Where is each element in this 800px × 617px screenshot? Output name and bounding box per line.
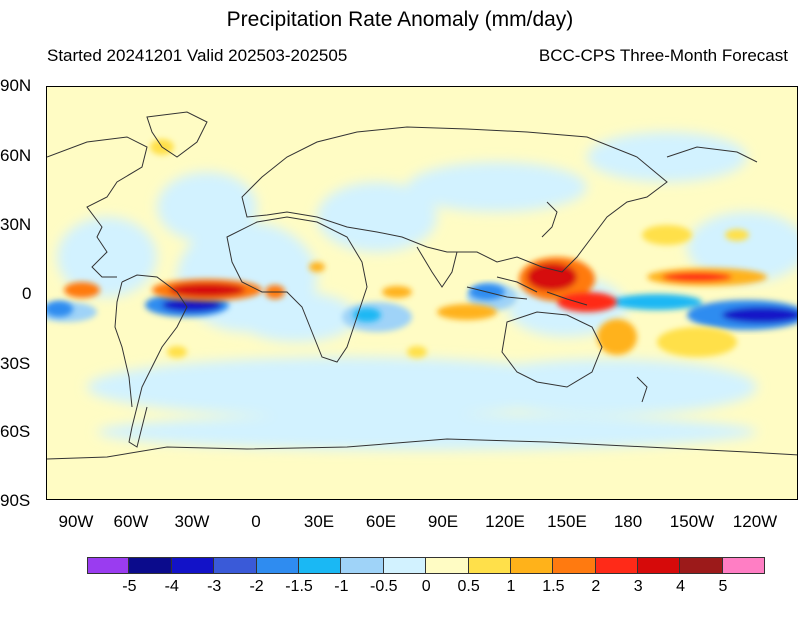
subtitle-left: Started 20241201 Valid 202503-202505 <box>47 46 348 65</box>
colorbar-box <box>595 557 639 574</box>
colorbar-label: -1.5 <box>285 578 313 595</box>
colorbar-box <box>510 557 554 574</box>
lat-label: 0 <box>22 284 32 303</box>
colorbar-box <box>129 557 172 574</box>
chart-title: Precipitation Rate Anomaly (mm/day) <box>226 8 574 31</box>
lon-label: 60E <box>365 512 397 531</box>
colorbar-box <box>298 557 342 574</box>
colorbar-label: 5 <box>718 578 728 595</box>
map-panel <box>46 86 798 500</box>
colorbar-label: 1.5 <box>542 578 565 595</box>
colorbar-label: 2 <box>591 578 601 595</box>
lon-label: 90W <box>58 512 94 531</box>
lat-label: 90S <box>0 491 31 510</box>
weak-negative-regions <box>57 132 797 450</box>
colorbar-label: 0 <box>421 578 431 595</box>
colorbar-label: 1 <box>506 578 516 595</box>
colorbar-box <box>553 557 596 574</box>
colorbar-box <box>722 557 766 574</box>
colorbar-box <box>214 557 257 574</box>
lon-label: 60W <box>113 512 149 531</box>
lat-label: 30N <box>0 215 32 234</box>
colorbar-box <box>256 557 299 574</box>
colorbar-box <box>383 557 427 574</box>
colorbar-box <box>171 557 215 574</box>
colorbar-box <box>680 557 723 574</box>
colorbar-label: -4 <box>164 578 179 595</box>
lat-label: 30S <box>0 354 31 373</box>
lon-label: 30W <box>174 512 210 531</box>
lon-label: 180 <box>613 512 643 531</box>
lat-label: 60S <box>0 422 31 441</box>
colorbar-box <box>341 557 384 574</box>
colorbar-label: -5 <box>122 578 137 595</box>
lon-label: 120E <box>485 512 525 531</box>
precipitation-map <box>47 87 797 499</box>
lat-label: 90N <box>0 76 32 95</box>
lon-label: 0 <box>251 512 261 531</box>
coastlines <box>47 111 797 460</box>
colorbar-label: -2 <box>249 578 264 595</box>
lon-label: 120W <box>732 512 778 531</box>
colorbar-box <box>87 557 130 574</box>
colorbar-box <box>638 557 681 574</box>
lon-label: 150E <box>547 512 587 531</box>
colorbar-label: 0.5 <box>457 578 480 595</box>
colorbar-box <box>426 557 469 574</box>
colorbar-label: 4 <box>676 578 686 595</box>
lon-label: 30E <box>303 512 335 531</box>
colorbar <box>87 557 766 574</box>
subtitle-right: BCC-CPS Three-Month Forecast <box>538 46 788 65</box>
lon-label: 90E <box>427 512 459 531</box>
lon-label: 150W <box>669 512 715 531</box>
colorbar-box <box>468 557 511 574</box>
lat-label: 60N <box>0 146 32 165</box>
colorbar-label: -3 <box>207 578 222 595</box>
colorbar-label: -0.5 <box>370 578 398 595</box>
colorbar-label: -1 <box>334 578 349 595</box>
colorbar-label: 3 <box>633 578 643 595</box>
